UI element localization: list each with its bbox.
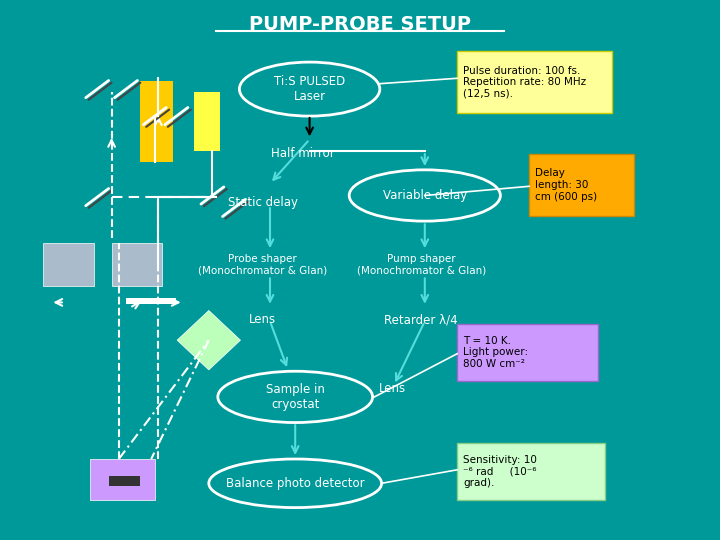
FancyBboxPatch shape: [457, 443, 605, 500]
FancyBboxPatch shape: [457, 51, 612, 113]
Text: Static delay: Static delay: [228, 196, 298, 209]
FancyBboxPatch shape: [90, 459, 155, 500]
Ellipse shape: [209, 459, 382, 508]
FancyBboxPatch shape: [109, 476, 140, 486]
FancyBboxPatch shape: [194, 92, 220, 151]
Text: Lens: Lens: [379, 382, 406, 395]
FancyBboxPatch shape: [112, 243, 162, 286]
FancyBboxPatch shape: [126, 298, 176, 304]
Ellipse shape: [240, 62, 380, 116]
Text: Delay
length: 30
cm (600 ps): Delay length: 30 cm (600 ps): [535, 168, 597, 201]
Text: Retarder λ/4: Retarder λ/4: [384, 313, 458, 326]
FancyBboxPatch shape: [457, 324, 598, 381]
Text: Lens: Lens: [249, 313, 276, 326]
Text: Pump shaper
(Monochromator & Glan): Pump shaper (Monochromator & Glan): [356, 254, 486, 275]
Ellipse shape: [217, 372, 373, 422]
Text: Sample in
cryostat: Sample in cryostat: [266, 383, 325, 411]
Text: Half mirror: Half mirror: [271, 147, 334, 160]
Text: PUMP-PROBE SETUP: PUMP-PROBE SETUP: [249, 15, 471, 34]
Text: Probe shaper
(Monochromator & Glan): Probe shaper (Monochromator & Glan): [198, 254, 328, 275]
Ellipse shape: [349, 170, 500, 221]
Text: Variable delay: Variable delay: [382, 189, 467, 202]
FancyBboxPatch shape: [43, 243, 94, 286]
Text: Sensitivity: 10
⁻⁶ rad     (10⁻⁶
grad).: Sensitivity: 10 ⁻⁶ rad (10⁻⁶ grad).: [463, 455, 537, 488]
Text: Balance photo detector: Balance photo detector: [226, 477, 364, 490]
FancyBboxPatch shape: [529, 154, 634, 216]
Text: Pulse duration: 100 fs.
Repetition rate: 80 MHz
(12,5 ns).: Pulse duration: 100 fs. Repetition rate:…: [463, 66, 586, 99]
FancyBboxPatch shape: [140, 81, 173, 162]
Text: Ti:S PULSED
Laser: Ti:S PULSED Laser: [274, 75, 345, 103]
Text: T = 10 K.
Light power:
800 W cm⁻²: T = 10 K. Light power: 800 W cm⁻²: [463, 336, 528, 369]
Polygon shape: [177, 310, 240, 370]
